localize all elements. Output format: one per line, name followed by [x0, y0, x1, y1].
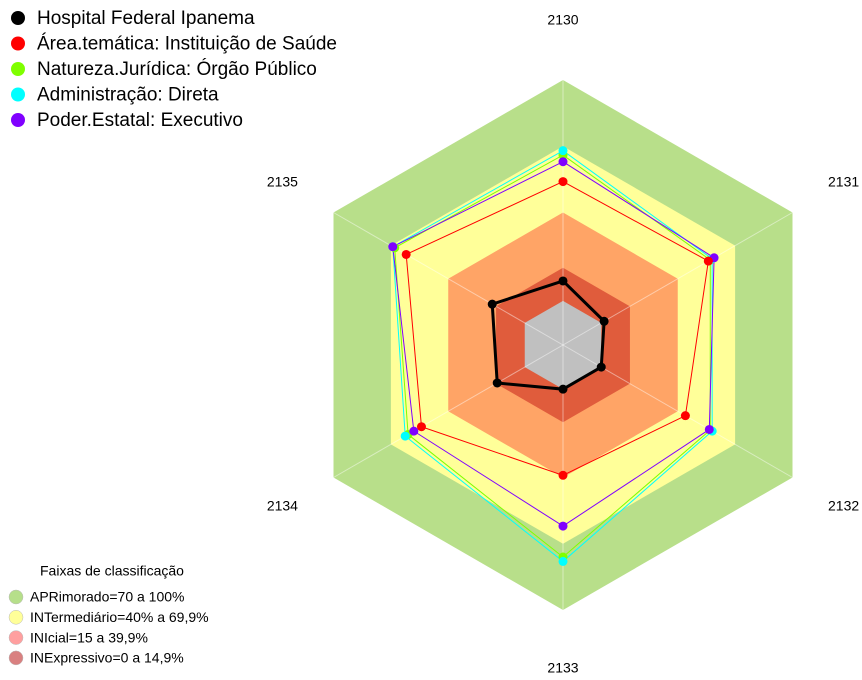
data-point	[401, 249, 411, 259]
data-point	[596, 362, 606, 372]
band-legend-label: INExpressivo=0 a 14,9%	[30, 650, 184, 666]
data-point	[558, 470, 568, 480]
axis-label: 2133	[547, 660, 578, 675]
axis-label: 2135	[267, 174, 298, 190]
data-point	[704, 424, 714, 434]
axis-label: 2132	[828, 498, 859, 514]
data-point	[558, 521, 568, 531]
data-point	[558, 556, 568, 566]
data-point	[703, 256, 713, 266]
data-point	[492, 378, 502, 388]
legend-marker	[11, 62, 25, 76]
data-point	[599, 316, 609, 326]
data-point	[388, 242, 398, 252]
legend-marker	[11, 36, 25, 51]
band-legend-marker	[8, 630, 24, 645]
data-point	[558, 177, 568, 187]
data-point	[680, 411, 690, 421]
legend-marker	[11, 11, 25, 25]
bands-title: Faixas de classificação	[40, 563, 184, 579]
spoke	[333, 212, 564, 346]
center-region	[524, 300, 602, 390]
legend-marker	[11, 113, 25, 127]
data-point	[409, 426, 419, 436]
legend-label: Poder.Estatal: Executivo	[37, 110, 243, 131]
band-legend-marker	[8, 610, 24, 625]
band-legend-label: INIcial=15 a 39,9%	[30, 629, 148, 645]
axis-label: 2131	[828, 174, 859, 190]
data-point	[558, 146, 568, 156]
band-legend-marker	[8, 589, 24, 605]
axis-label: 2134	[267, 498, 298, 514]
legend-marker	[11, 87, 25, 102]
band-legend-marker	[8, 650, 24, 666]
data-point	[400, 431, 410, 441]
legend-label: Administração: Direta	[37, 85, 219, 106]
axis-label: 2130	[547, 12, 578, 28]
legend-label: Natureza.Jurídica: Órgão Público	[37, 58, 317, 80]
band-legend-label: APRimorado=70 a 100%	[30, 589, 185, 605]
data-point	[416, 422, 426, 432]
band-legend-label: INTermediário=40% a 69,9%	[30, 609, 209, 625]
spoke	[333, 344, 564, 478]
data-point	[558, 384, 568, 394]
legend-label: Hospital Federal Ipanema	[37, 8, 255, 29]
data-point	[487, 299, 497, 309]
data-point	[558, 276, 568, 286]
data-point	[558, 157, 568, 167]
legend-label: Área.temática: Instituição de Saúde	[37, 34, 337, 55]
